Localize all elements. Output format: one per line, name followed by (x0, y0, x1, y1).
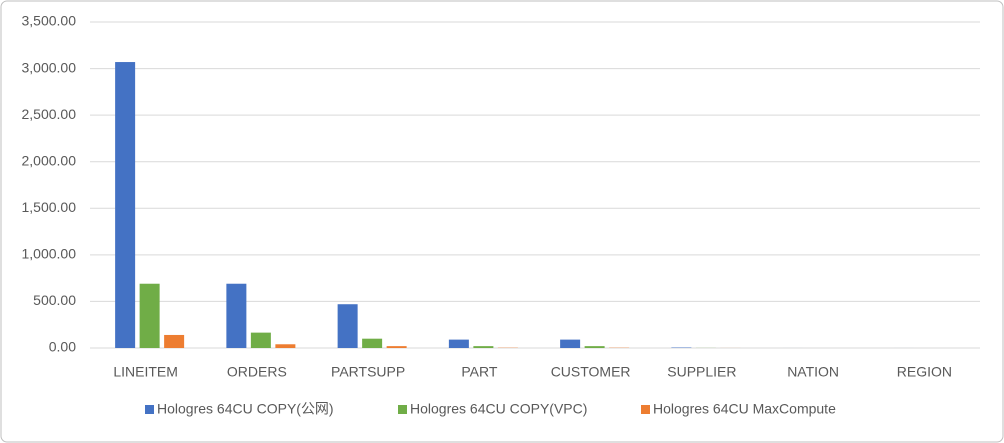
legend-label: Hologres 64CU COPY(公网) (157, 401, 334, 417)
bar (139, 283, 160, 348)
bar (250, 332, 271, 348)
bar (473, 346, 494, 348)
bar (386, 346, 407, 348)
y-tick-label: 0.00 (49, 339, 76, 355)
legend-label: Hologres 64CU MaxCompute (653, 401, 836, 417)
legend-swatch (145, 405, 154, 414)
y-tick-label: 500.00 (33, 292, 76, 308)
bar (560, 339, 581, 348)
bar (362, 338, 383, 348)
legend-swatch (398, 405, 407, 414)
x-tick-label: SUPPLIER (667, 364, 736, 380)
y-tick-label: 3,500.00 (22, 13, 77, 29)
y-tick-label: 3,000.00 (22, 59, 77, 75)
x-tick-label: REGION (897, 364, 952, 380)
x-tick-label: CUSTOMER (551, 364, 631, 380)
y-tick-label: 1,500.00 (22, 199, 77, 215)
legend-label: Hologres 64CU COPY(VPC) (410, 401, 587, 417)
y-tick-label: 2,500.00 (22, 106, 77, 122)
bar (115, 62, 136, 349)
bar (226, 283, 247, 348)
x-tick-label: PART (461, 364, 497, 380)
y-tick-label: 1,000.00 (22, 246, 77, 262)
bar (584, 346, 605, 348)
bar (275, 344, 296, 348)
x-tick-label: NATION (787, 364, 839, 380)
x-tick-label: ORDERS (227, 364, 287, 380)
bar (164, 334, 185, 348)
y-tick-label: 2,000.00 (22, 152, 77, 168)
bar (448, 339, 469, 348)
x-tick-label: PARTSUPP (331, 364, 405, 380)
x-tick-label: LINEITEM (113, 364, 178, 380)
legend-swatch (641, 405, 650, 414)
bar (337, 304, 358, 348)
